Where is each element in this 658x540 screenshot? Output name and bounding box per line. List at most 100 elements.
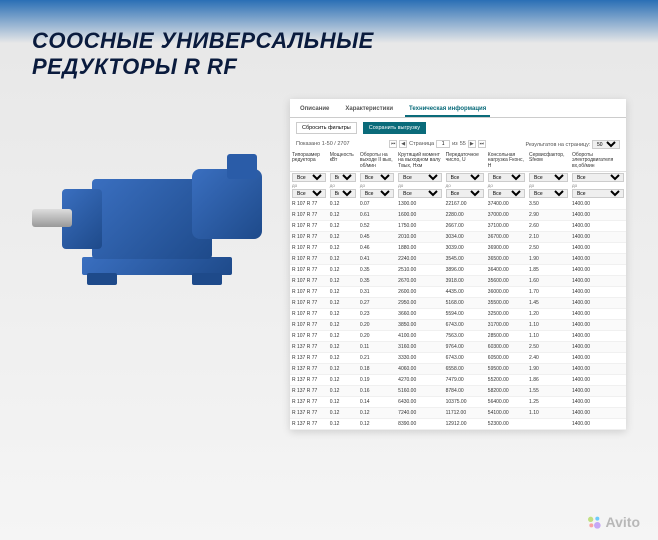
tab-description[interactable]: Описание [296, 103, 333, 117]
table-cell: 1.10 [527, 331, 570, 342]
table-row: R 137 R 770.120.113160.009764.0060300.00… [290, 342, 626, 353]
filter-from-select[interactable]: Все [529, 173, 568, 182]
filter-to-select[interactable]: Все [529, 189, 568, 198]
table-row: R 107 R 770.120.071300.0022167.0037400.0… [290, 199, 626, 210]
table-cell: 0.07 [358, 199, 396, 210]
table-row: R 107 R 770.120.312600.004435.0036000.00… [290, 287, 626, 298]
table-cell: R 107 R 77 [290, 254, 328, 265]
first-page-button[interactable]: ⏮ [389, 140, 397, 148]
table-cell: 5168.00 [444, 298, 486, 309]
table-cell: 2.40 [527, 353, 570, 364]
table-cell: 10375.00 [444, 397, 486, 408]
table-cell: 55200.00 [486, 375, 527, 386]
table-cell: 0.45 [358, 232, 396, 243]
table-cell: R 137 R 77 [290, 375, 328, 386]
table-cell: 0.12 [328, 320, 358, 331]
table-cell: 1400.00 [570, 419, 626, 430]
table-cell: 0.41 [358, 254, 396, 265]
table-cell: 1.25 [527, 397, 570, 408]
table-row: R 107 R 770.120.272950.005168.0035500.00… [290, 298, 626, 309]
table-cell: 1600.00 [396, 210, 443, 221]
table-cell: 1400.00 [570, 309, 626, 320]
table-row: R 137 R 770.120.194270.007479.0055200.00… [290, 375, 626, 386]
column-header[interactable]: Типоразмер редуктора [290, 151, 328, 172]
filter-from-select[interactable]: Все [572, 173, 624, 182]
table-cell: 0.21 [358, 353, 396, 364]
table-cell: 4100.00 [396, 331, 443, 342]
filter-from-select[interactable]: Все [360, 173, 394, 182]
table-cell: 4435.00 [444, 287, 486, 298]
filter-to-select[interactable]: Все [292, 189, 326, 198]
tab-specs[interactable]: Характеристики [341, 103, 397, 117]
data-table: Типоразмер редуктораМощность кВтОбороты … [290, 151, 626, 431]
filter-from-select[interactable]: Все [330, 173, 356, 182]
table-cell: 1.60 [527, 276, 570, 287]
table-cell: 1.90 [527, 254, 570, 265]
table-cell: 3034.00 [444, 232, 486, 243]
table-row: R 107 R 770.120.233660.005594.0032500.00… [290, 309, 626, 320]
filter-from-select[interactable]: Все [292, 173, 326, 182]
table-cell: 36000.00 [486, 287, 527, 298]
table-cell: 1.70 [527, 287, 570, 298]
table-cell: 0.35 [358, 276, 396, 287]
next-page-button[interactable]: ▶ [468, 140, 476, 148]
avito-logo-icon [586, 514, 602, 530]
filter-to-select[interactable]: Все [398, 189, 441, 198]
table-cell: 0.35 [358, 265, 396, 276]
perpage: Результатов на страницу: 50 [525, 140, 620, 149]
watermark-text: Avito [606, 514, 640, 530]
column-header[interactable]: Обороты на выходе II вых, об/мин [358, 151, 396, 172]
table-cell: 3896.00 [444, 265, 486, 276]
filter-to-select[interactable]: Все [572, 189, 624, 198]
filter-to-select[interactable]: Все [330, 189, 356, 198]
table-cell: 1.90 [527, 364, 570, 375]
of-label: из [452, 141, 458, 147]
table-cell: 2667.00 [444, 221, 486, 232]
table-cell: 3039.00 [444, 243, 486, 254]
save-export-button[interactable]: Сохранить выгрузку [363, 122, 426, 134]
column-header[interactable]: Обороты электродвигателя вх,об/мин [570, 151, 626, 172]
table-cell: R 107 R 77 [290, 232, 328, 243]
table-cell: 8390.00 [396, 419, 443, 430]
table-cell: 0.12 [328, 276, 358, 287]
table-cell: 60500.00 [486, 353, 527, 364]
table-cell: 8784.00 [444, 386, 486, 397]
table-cell: R 107 R 77 [290, 243, 328, 254]
table-cell: 3.50 [527, 199, 570, 210]
table-cell: 0.14 [358, 397, 396, 408]
table-cell: 0.12 [328, 386, 358, 397]
tabs: Описание Характеристики Техническая инфо… [290, 99, 626, 118]
column-header[interactable]: Крутящий момент на выходном валу Tвых, Н… [396, 151, 443, 172]
page-input[interactable] [436, 140, 450, 148]
filter-to-select[interactable]: Все [488, 189, 525, 198]
table-row: R 107 R 770.120.611600.002280.0037000.00… [290, 210, 626, 221]
filter-row-from: Все Все Все Все Все Все Все Все [290, 172, 626, 184]
column-header[interactable]: Мощность кВт [328, 151, 358, 172]
table-cell: 3330.00 [396, 353, 443, 364]
table-cell: 1400.00 [570, 210, 626, 221]
last-page-button[interactable]: ⏭ [478, 140, 486, 148]
table-cell: 2950.00 [396, 298, 443, 309]
filter-from-select[interactable]: Все [446, 173, 484, 182]
watermark: Avito [586, 514, 640, 530]
filter-from-select[interactable]: Все [488, 173, 525, 182]
table-cell: 0.12 [328, 353, 358, 364]
tab-tech[interactable]: Техническая информация [405, 103, 490, 117]
table-cell: 0.12 [328, 254, 358, 265]
column-header[interactable]: Консольная нагрузка Fконс, Н [486, 151, 527, 172]
table-cell: 3918.00 [444, 276, 486, 287]
table-cell: 36400.00 [486, 265, 527, 276]
reset-filters-button[interactable]: Сбросить фильтры [296, 122, 357, 134]
perpage-select[interactable]: 50 [592, 140, 620, 149]
table-cell: 58200.00 [486, 386, 527, 397]
prev-page-button[interactable]: ◀ [399, 140, 407, 148]
specs-panel: Описание Характеристики Техническая инфо… [290, 99, 626, 431]
filter-to-select[interactable]: Все [360, 189, 394, 198]
filter-to-select[interactable]: Все [446, 189, 484, 198]
filter-from-select[interactable]: Все [398, 173, 441, 182]
column-header[interactable]: Передаточное число, U [444, 151, 486, 172]
table-cell: 0.27 [358, 298, 396, 309]
table-cell: R 107 R 77 [290, 320, 328, 331]
table-row: R 107 R 770.120.204100.007563.0028500.00… [290, 331, 626, 342]
column-header[interactable]: Сервисфактор, Sfном [527, 151, 570, 172]
